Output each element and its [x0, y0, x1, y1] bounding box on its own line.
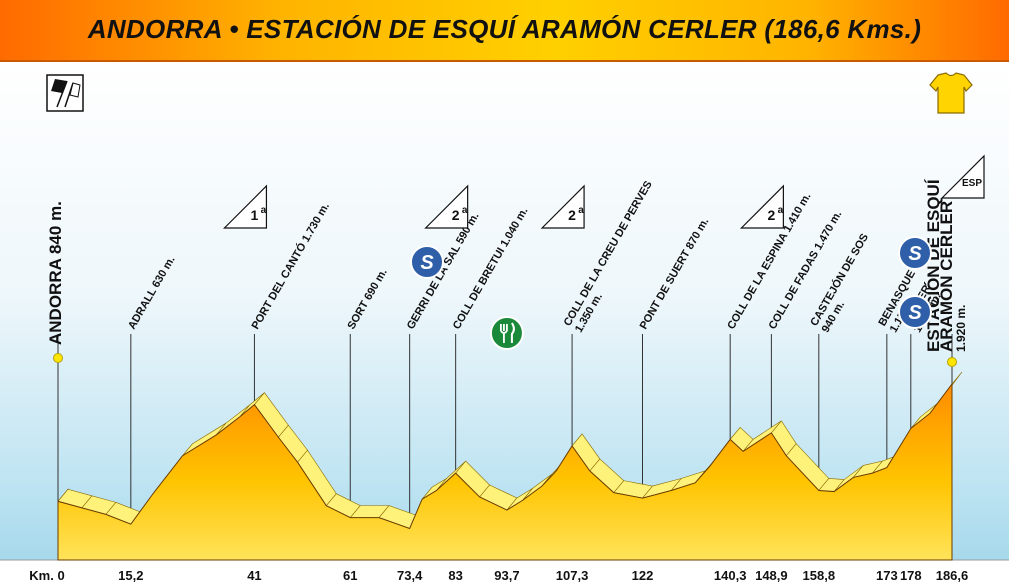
- climb-triangle: [424, 184, 469, 229]
- climb-triangle: [739, 184, 784, 229]
- climb-category: 2: [767, 207, 775, 223]
- waypoint-label-line: PONT DE SUERT 870 m.: [638, 216, 712, 332]
- yellow-jersey-icon: [929, 72, 973, 114]
- km-tick-label: 178: [900, 568, 922, 583]
- km-ticks: Km. 0 15,2 41 61 73,4 83 93,7 107,3 122 140,3 148,…: [29, 568, 968, 583]
- climb-category-suffix: a: [261, 205, 267, 216]
- sprint-markers: S S S: [410, 236, 932, 329]
- km-tick-label: 140,3: [714, 568, 747, 583]
- endpoint-dot: [947, 357, 957, 367]
- climb-category: 1: [251, 207, 259, 223]
- climb-marker: ESP: [940, 154, 985, 199]
- km-tick-label: 15,2: [118, 568, 143, 583]
- elevation-profile: [57, 371, 963, 561]
- climb-triangle: [222, 184, 268, 229]
- sprint-s-icon: S: [410, 245, 444, 279]
- km-tick-label: 173: [876, 568, 898, 583]
- waypoint-label: SORT 690 m.: [345, 267, 389, 332]
- waypoint-label-line: ARAMÓN CERLER: [937, 201, 956, 352]
- km-tick-label: 186,6: [936, 568, 969, 583]
- checkered-flags-icon: [46, 74, 84, 112]
- km-tick-label: 73,4: [397, 568, 423, 583]
- waypoint-label: ANDORRA 840 m.: [46, 201, 65, 345]
- climb-category: 2: [452, 207, 460, 223]
- leader-lines: [53, 334, 957, 529]
- km-tick-label: 41: [247, 568, 261, 583]
- profile-area: [57, 382, 953, 561]
- sprint-label: S: [908, 243, 922, 265]
- climb-triangle: [940, 154, 985, 199]
- waypoint-label-line: ANDORRA 840 m.: [46, 201, 65, 345]
- km-tick-label: 158,8: [803, 568, 836, 583]
- climb-category: ESP: [962, 178, 982, 189]
- axis-band: [0, 560, 1009, 585]
- km-tick-label: 61: [343, 568, 357, 583]
- km-tick-label: 122: [632, 568, 654, 583]
- endpoint-dot: [53, 353, 63, 363]
- climb-category-suffix: a: [462, 205, 468, 216]
- climb-category-suffix: a: [578, 205, 584, 216]
- header-bar: ANDORRA • ESTACIÓN DE ESQUÍ ARAMÓN CERLE…: [0, 0, 1009, 62]
- feed-zone-fork-knife-icon: [489, 316, 524, 350]
- sprint-label: S: [420, 252, 434, 274]
- waypoint-label: ADRALL 630 m.: [126, 254, 178, 331]
- sprint-s-icon: S: [898, 236, 932, 270]
- waypoint-label-line: SORT 690 m.: [345, 267, 389, 332]
- waypoint-label-line: 1.920 m.: [954, 305, 968, 352]
- km-tick-label: 83: [448, 568, 462, 583]
- climb-category: 2: [568, 207, 576, 223]
- feed-zone: [489, 316, 524, 350]
- climb-triangle: [540, 184, 585, 229]
- waypoint-label-line: ADRALL 630 m.: [126, 254, 178, 331]
- km-tick-label: 93,7: [494, 568, 519, 583]
- km-tick-label: Km. 0: [29, 568, 64, 583]
- climb-category-suffix: a: [778, 205, 784, 216]
- sprint-s-icon: S: [898, 295, 932, 329]
- km-tick-label: 107,3: [556, 568, 589, 583]
- km-tick-label: 148,9: [755, 568, 788, 583]
- sprint-label: S: [908, 302, 922, 324]
- waypoint-label: PONT DE SUERT 870 m.: [638, 216, 712, 332]
- stage-title: ANDORRA • ESTACIÓN DE ESQUÍ ARAMÓN CERLE…: [87, 14, 922, 44]
